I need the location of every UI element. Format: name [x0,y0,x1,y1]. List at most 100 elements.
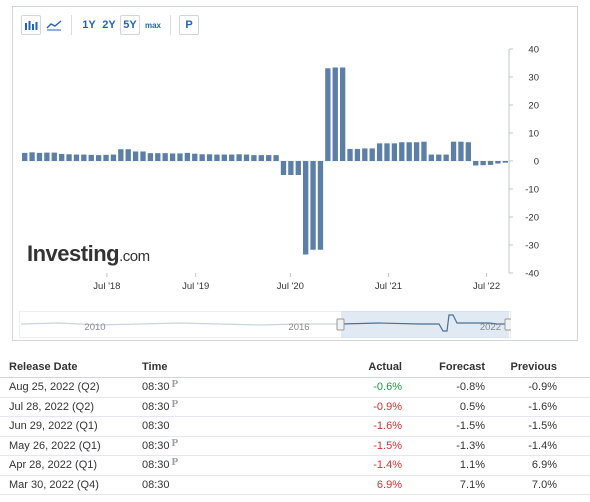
chart-container: 1Y 2Y 5Y max P 40 30 20 10 0 -10 -20 -30 -40 Jul … [12,6,578,341]
navigator-year-label: 2010 [84,322,105,333]
actual-cell: -1.5% [373,437,402,456]
actual-cell: -0.6% [373,378,402,397]
chart-bar [177,153,183,161]
actual-cell-text: -1.5% [373,439,402,452]
previous-cell-text: -0.9% [528,381,557,394]
bar-chart-icon [25,21,38,30]
actual-cell: -0.9% [373,398,402,417]
table-row: Jun 29, 2022 (Q1) 08:30 -1.6% -1.5% -1.5% [0,417,590,437]
chart-bar [199,154,205,161]
chart-bar [125,149,131,161]
preliminary-icon: P [171,436,179,449]
chart-bar [450,141,457,161]
chart-bar [258,155,264,161]
chart-bar [243,154,250,161]
release-history-table: Release Date Time Actual Forecast Previo… [0,356,590,495]
logo-suffix: .com [119,248,150,265]
range-5y-button[interactable]: 5Y [120,15,140,35]
chart-bar [147,153,154,161]
previous-cell: 7.0% [532,476,557,495]
y-tick-label: -10 [525,185,539,196]
bar-chart-plot: 40 30 20 10 0 -10 -20 -30 -40 Jul '18 Jul '19 Jul '… [21,45,539,292]
forecast-cell-text: 1.1% [459,459,485,472]
release-date-cell-text: Jun 29, 2022 (Q1) [9,420,98,433]
navigator-right-handle[interactable] [504,318,511,331]
chart-bar [206,154,213,161]
release-date-cell: Aug 25, 2022 (Q2) [9,378,100,397]
forecast-cell-text: 0.5% [459,400,485,413]
chart-bar [110,154,117,161]
range-1y-button[interactable]: 1Y [80,15,98,35]
table-row: Jul 28, 2022 (Q2) 08:30 P -0.9% 0.5% -1.6% [0,397,590,417]
time-cell-text: 08:30 [142,420,170,433]
preliminary-icon: P [171,397,179,410]
range-max-button[interactable]: max [144,15,162,35]
chart-bar [310,161,316,250]
line-chart-button[interactable] [45,15,63,35]
header-previous: Previous [510,360,557,373]
previous-cell-text: -1.5% [528,420,557,433]
chart-bar [184,152,191,161]
time-cell-text: 08:30 [142,439,170,452]
chart-bar [169,153,176,161]
chart-bar [332,67,338,161]
chart-bar [436,154,442,161]
x-tick-label: Jul '20 [277,281,304,292]
previous-cell: -1.5% [528,417,557,436]
chart-bar [192,153,198,161]
forecast-cell-text: 7.1% [459,478,485,491]
release-date-cell: May 26, 2022 (Q1) [9,437,101,456]
range-2y-button[interactable]: 2Y [100,15,118,35]
chart-bar [339,67,346,161]
previous-cell-text: 7.0% [531,478,557,491]
chart-bar [421,141,427,161]
chart-bar [502,161,508,163]
chart-bar [413,142,420,161]
header-release-date: Release Date [9,360,78,373]
time-cell: 08:30 [142,476,170,495]
chart-bar [36,152,43,161]
previous-cell-text: -1.6% [528,400,557,413]
chart-bar [81,154,87,161]
chart-bar [458,141,464,161]
actual-cell: -1.6% [373,417,402,436]
chart-bar [288,161,294,175]
chart-bar [236,154,242,161]
table-row: Apr 28, 2022 (Q1) 08:30 P -1.4% 1.1% 6.9% [0,456,590,476]
chart-bar [406,142,412,161]
chart-bar [73,154,80,161]
forecast-cell-text: -0.8% [456,381,485,394]
actual-cell-text: -1.4% [373,459,402,472]
navigator-selected-line [340,314,509,332]
chart-bar [325,68,331,161]
chart-bar [273,155,279,161]
y-tick-label: 10 [528,129,539,140]
chart-bar [229,154,235,161]
navigator-left-handle[interactable] [336,318,345,331]
table-row: Mar 30, 2022 (Q4) 08:30 6.9% 7.1% 7.0% [0,476,590,495]
time-cell: 08:30 P [142,456,178,475]
y-tick-label: -20 [525,213,539,224]
chart-bar [354,148,361,161]
release-date-cell: Jun 29, 2022 (Q1) [9,417,98,436]
chart-bar [66,154,72,161]
chart-bar [214,154,220,161]
chart-bar [465,142,471,161]
release-date-cell-text: May 26, 2022 (Q1) [9,439,101,452]
chart-bar [303,161,309,255]
preliminary-toggle-button[interactable]: P [179,15,199,35]
previous-cell: -1.4% [528,437,557,456]
table-row: Aug 25, 2022 (Q2) 08:30 P -0.6% -0.8% -0.9% [0,378,590,398]
preliminary-icon: P [171,456,179,469]
chart-bar [391,143,398,161]
previous-cell-text: 6.9% [531,459,557,472]
chart-bar [369,148,375,161]
actual-cell-text: -0.6% [373,381,402,394]
chart-bar [428,154,435,161]
chart-bar [384,143,390,161]
bar-chart-button[interactable] [21,15,41,35]
forecast-cell: -1.5% [456,417,485,436]
previous-cell: -1.6% [528,398,557,417]
chart-navigator[interactable]: 2010 2016 2022 [19,311,511,338]
actual-cell-text: 6.9% [376,478,402,491]
